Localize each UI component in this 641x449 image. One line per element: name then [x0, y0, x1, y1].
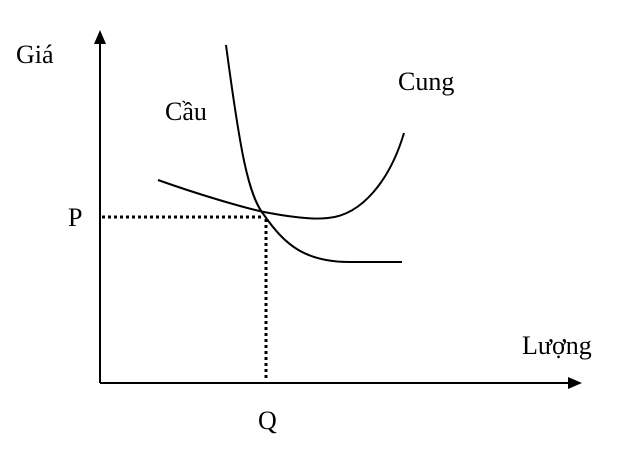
demand-curve	[225, 44, 402, 263]
x-axis-label: Lượng	[522, 331, 592, 360]
price-label: P	[68, 203, 82, 232]
quantity-label: Q	[258, 406, 277, 435]
x-axis-arrowhead	[568, 377, 582, 389]
y-axis-label: Giá	[16, 40, 54, 69]
y-axis-arrowhead	[94, 30, 106, 44]
supply-label: Cung	[398, 67, 454, 96]
demand-label: Cầu	[165, 97, 207, 126]
supply-curve	[157, 132, 405, 220]
